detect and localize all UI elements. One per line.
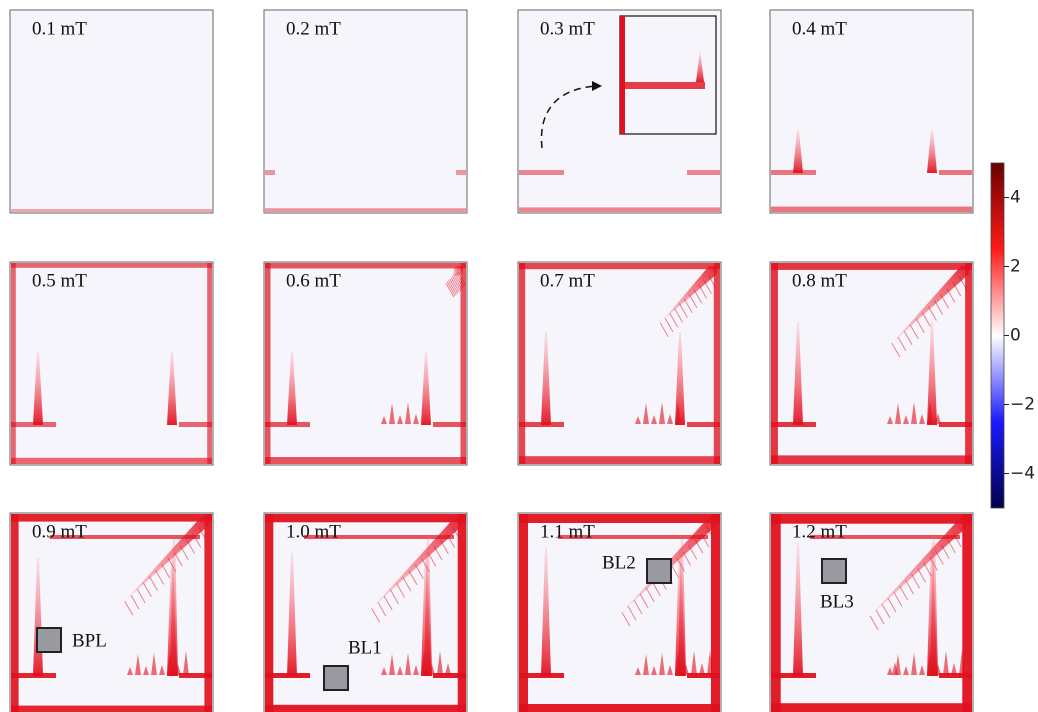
stub (456, 170, 466, 175)
panel-bg (10, 10, 213, 213)
field-label: 1.1 mT (540, 521, 595, 542)
edge (962, 514, 972, 712)
stub (179, 422, 212, 427)
edge (265, 263, 271, 464)
field-label: 0.3 mT (540, 18, 595, 39)
panel: 0.4 mT (770, 10, 973, 213)
bottom-edge (771, 703, 972, 712)
edge (11, 514, 19, 712)
edge (771, 263, 778, 464)
region-box (324, 666, 348, 690)
panel: 0.1 mT (10, 10, 213, 213)
edge (714, 263, 720, 464)
inset-bar (625, 82, 705, 89)
field-label: 0.9 mT (32, 521, 87, 542)
colorbar-tick-label: 2 (1010, 257, 1021, 277)
edge (204, 514, 212, 712)
panel: 0.3 mT (518, 10, 721, 213)
panel-bg (264, 10, 467, 213)
colorbar (991, 163, 1004, 508)
colorbar-tick-label: 0 (1010, 326, 1021, 346)
edge (11, 263, 212, 268)
field-label: 0.6 mT (286, 270, 341, 291)
panel: 0.7 mT (518, 262, 721, 465)
edge (711, 514, 720, 712)
panel: BPL 0.9 mT (10, 513, 213, 712)
panel: BL1 1.0 mT (264, 513, 467, 712)
edge (519, 263, 525, 464)
panel: 0.6 mT (264, 262, 467, 465)
colorbar-tick-label: −4 (1010, 464, 1035, 484)
colorbar-tick-label: −2 (1010, 395, 1035, 415)
bottom-edge (519, 207, 720, 212)
region-box (37, 628, 61, 652)
region-label: BL3 (820, 591, 854, 612)
edge (207, 263, 212, 464)
panel: BL3 1.2 mT (770, 513, 973, 712)
bottom-edge (265, 457, 466, 464)
panel-bg (264, 262, 467, 465)
stub (687, 170, 720, 175)
edge (265, 514, 273, 712)
panel: 0.5 mT (10, 262, 213, 465)
panel: 0.8 mT (770, 262, 973, 465)
field-label: 1.2 mT (792, 521, 847, 542)
panel: 0.2 mT (264, 10, 467, 213)
edge (461, 263, 467, 464)
field-label: 0.2 mT (286, 18, 341, 39)
bottom-edge (265, 705, 466, 712)
bottom-edge (11, 458, 212, 464)
panel: BL2 1.1 mT (518, 513, 721, 712)
edge (519, 263, 720, 269)
stub (519, 170, 564, 175)
edge (11, 263, 16, 464)
region-label: BPL (72, 630, 107, 651)
region-box (647, 559, 671, 583)
bottom-edge (265, 208, 466, 212)
stub (939, 170, 972, 175)
edge (771, 514, 781, 712)
edge (265, 263, 466, 269)
field-label: 0.1 mT (32, 18, 87, 39)
field-label: 0.8 mT (792, 270, 847, 291)
edge (519, 514, 528, 712)
edge (458, 514, 466, 712)
field-label: 0.4 mT (792, 18, 847, 39)
region-label: BL1 (348, 637, 382, 658)
bottom-edge (771, 207, 972, 212)
bottom-edge (11, 706, 212, 712)
edge (965, 263, 972, 464)
panel-bg (10, 262, 213, 465)
inset-edge (620, 16, 625, 134)
bottom-edge (11, 209, 212, 212)
panel-bg (770, 10, 973, 213)
colorbar-tick-label: 4 (1010, 188, 1021, 208)
stub (265, 170, 275, 175)
field-label: 0.5 mT (32, 270, 87, 291)
figure: 0.1 mT 0.2 mT 0.3 mT 0.4 mT 0.5 mT 0.6 mT 0.7 … (0, 0, 1038, 712)
region-box (822, 559, 846, 583)
field-label: 1.0 mT (286, 521, 341, 542)
region-label: BL2 (602, 552, 636, 573)
field-label: 0.7 mT (540, 270, 595, 291)
bottom-edge (519, 456, 720, 464)
bottom-edge (519, 704, 720, 712)
bottom-edge (771, 455, 972, 464)
edge (771, 263, 972, 270)
